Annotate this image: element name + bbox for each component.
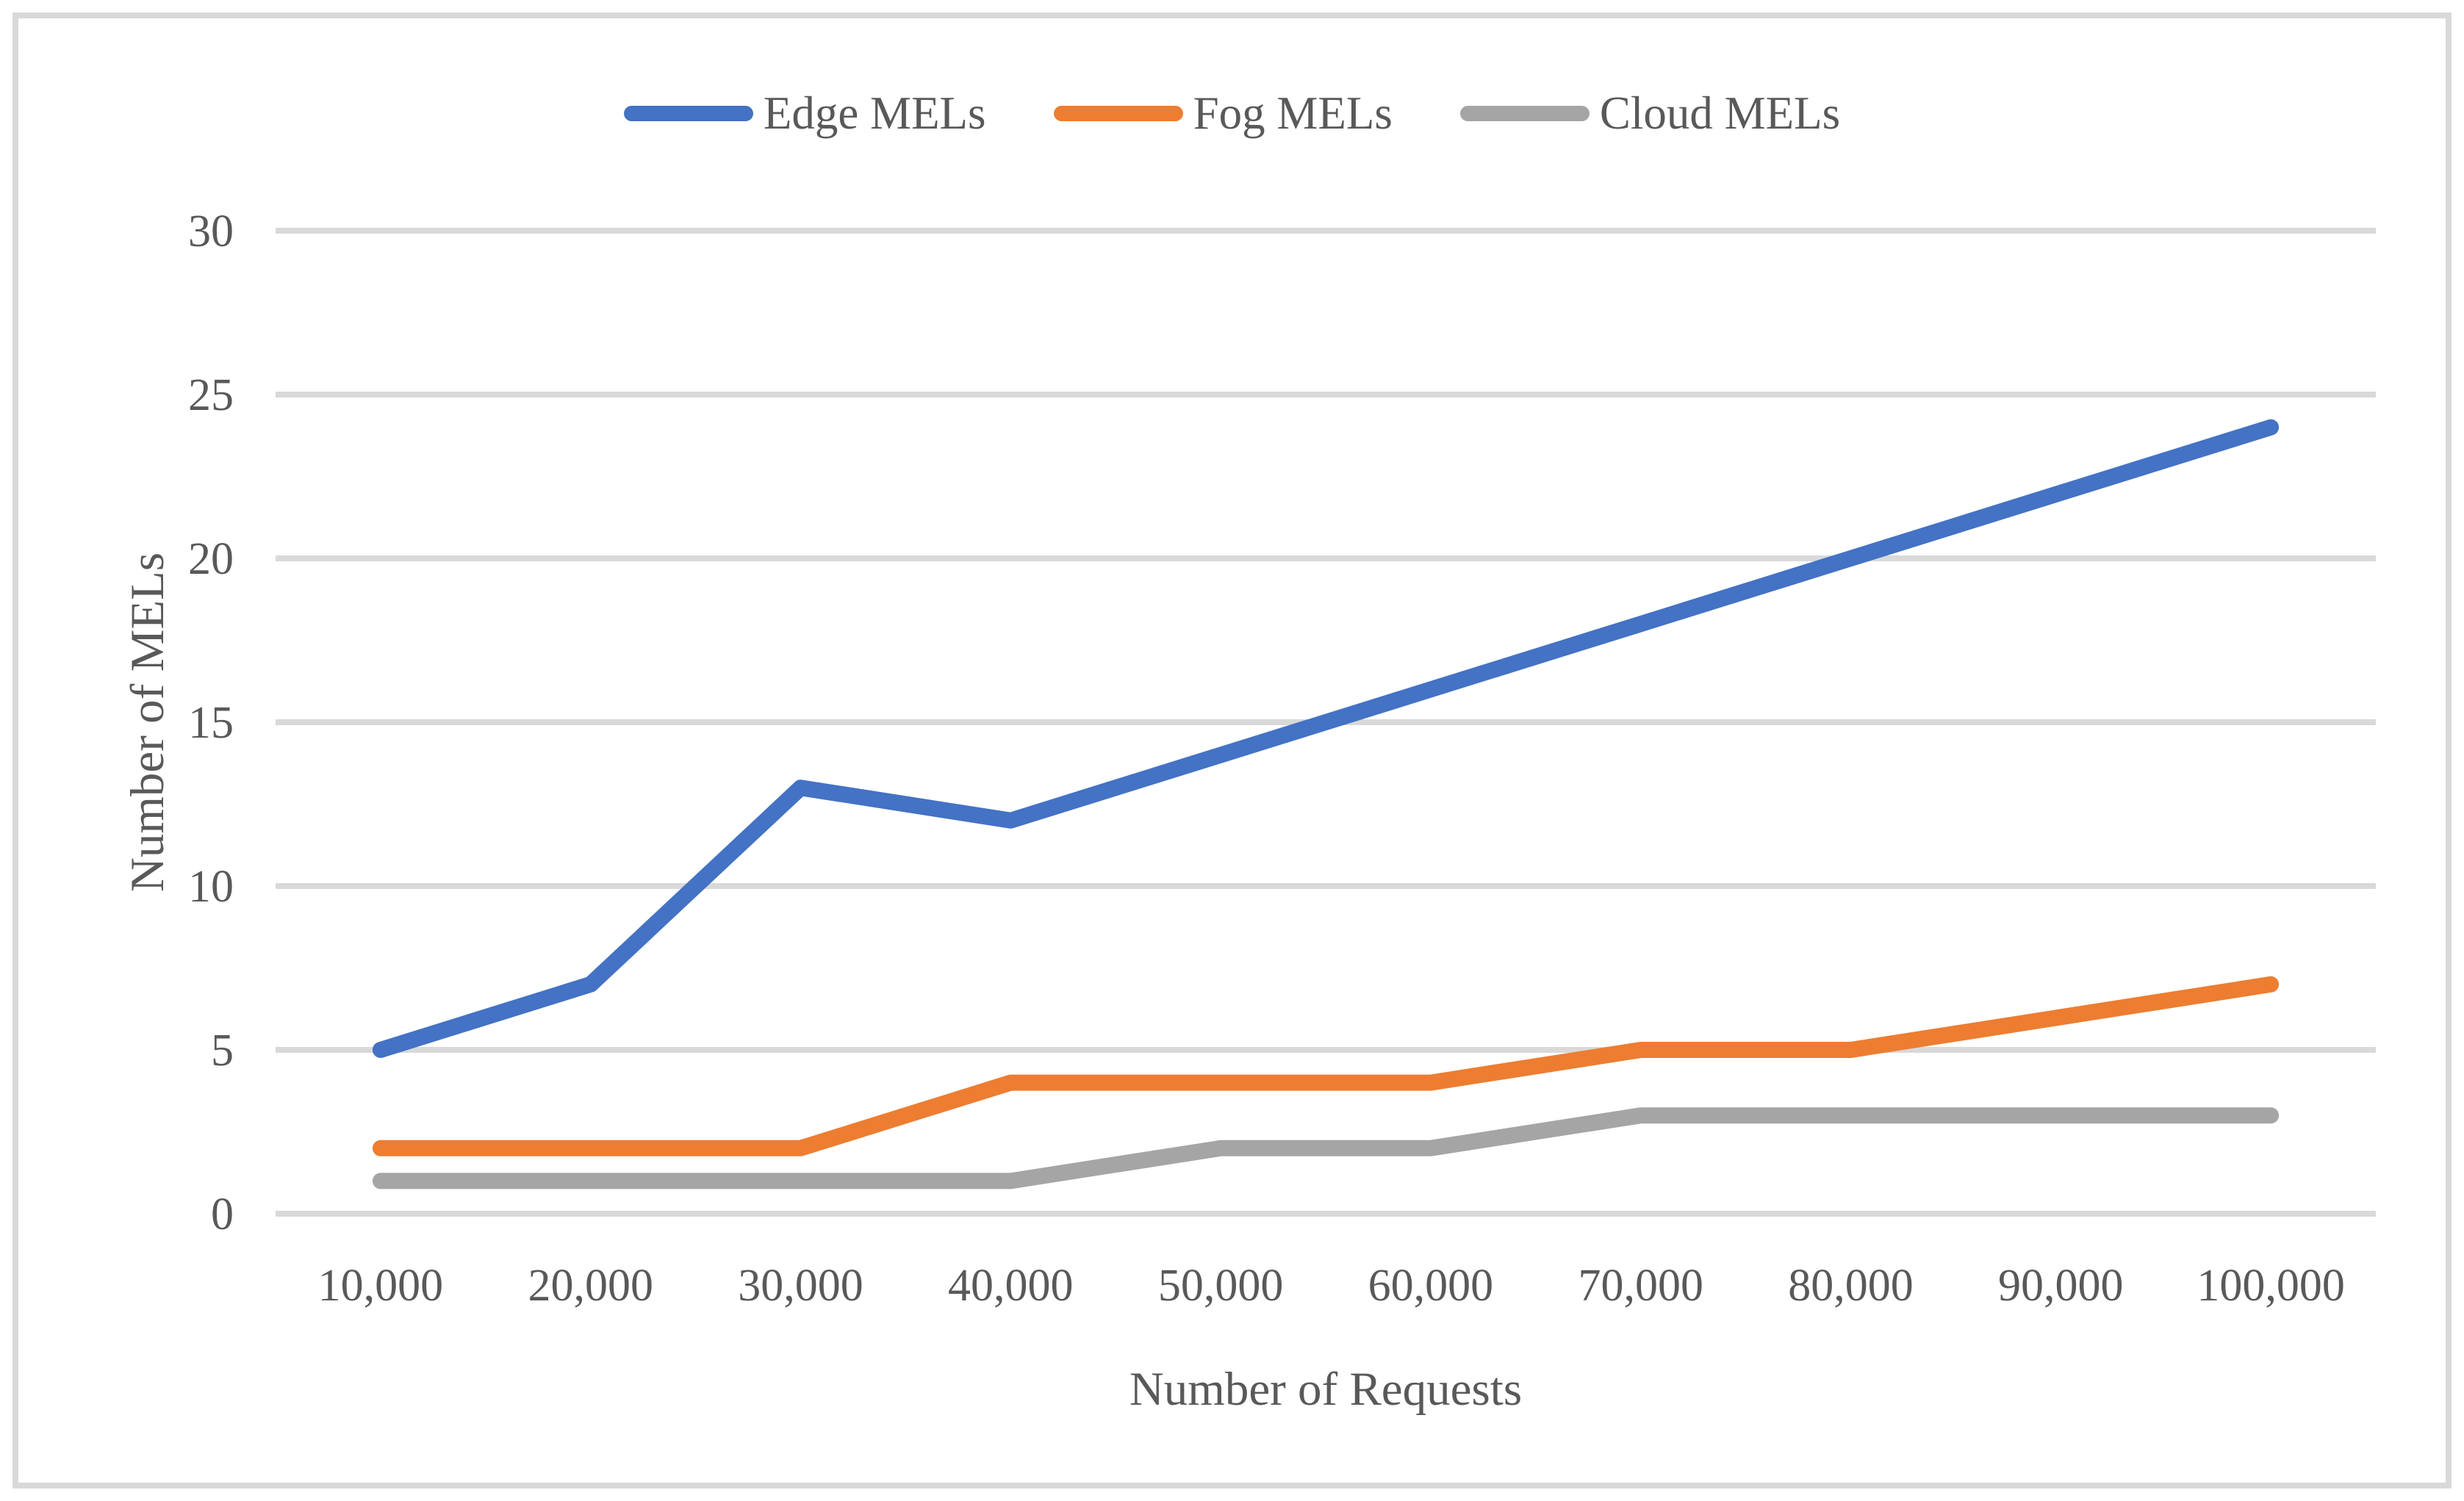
legend-swatch-edge-mels (623, 105, 753, 121)
legend-label-edge-mels: Edge MELs (763, 87, 986, 139)
series-line-edge-mels (372, 419, 2280, 1058)
legend-swatch-cloud-mels (1459, 105, 1590, 121)
legend-label-fog-mels: Fog MELs (1193, 87, 1393, 139)
x-axis-tick-label: 40,000 (948, 1261, 1074, 1311)
series-line-cloud-mels (372, 1107, 2280, 1189)
x-axis-tick-label: 20,000 (528, 1261, 653, 1311)
legend-label-cloud-mels: Cloud MELs (1599, 87, 1841, 139)
x-axis-tick-label: 80,000 (1788, 1261, 1914, 1311)
legend-item-cloud-mels: Cloud MELs (1459, 87, 1841, 140)
legend-swatch-fog-mels (1053, 105, 1183, 121)
y-axis-tick-label: 25 (188, 370, 234, 420)
y-axis-tick-label: 15 (188, 698, 234, 748)
x-axis-tick-label: 30,000 (738, 1261, 863, 1311)
y-axis-tick-label: 30 (188, 206, 234, 256)
x-axis-tick-label: 60,000 (1368, 1261, 1494, 1311)
x-axis-tick-label: 70,000 (1578, 1261, 1703, 1311)
x-axis-tick-label: 90,000 (1998, 1261, 2124, 1311)
chart-legend: Edge MELs Fog MELs Cloud MELs (0, 82, 2464, 144)
legend-item-fog-mels: Fog MELs (1053, 87, 1393, 140)
legend-item-edge-mels: Edge MELs (623, 87, 986, 140)
y-axis-title: Number of MELs (121, 552, 174, 892)
y-axis-tick-label: 10 (188, 862, 234, 912)
x-axis-title: Number of Requests (1129, 1363, 1522, 1416)
x-axis-tick-label: 100,000 (2197, 1261, 2345, 1311)
y-axis-tick-label: 5 (211, 1026, 234, 1076)
y-axis-tick-label: 20 (188, 534, 234, 584)
x-axis-tick-label: 10,000 (318, 1261, 444, 1311)
series-line-fog-mels (372, 976, 2280, 1156)
y-axis-tick-label: 0 (211, 1189, 234, 1239)
x-axis-tick-label: 50,000 (1158, 1261, 1284, 1311)
